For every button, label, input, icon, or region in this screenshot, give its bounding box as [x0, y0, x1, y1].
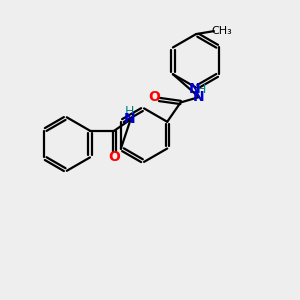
Text: O: O	[148, 90, 160, 104]
Text: N: N	[123, 112, 135, 126]
Text: H: H	[124, 106, 134, 118]
Text: H: H	[197, 83, 206, 96]
Text: N: N	[189, 82, 200, 96]
Text: N: N	[193, 90, 205, 104]
Text: O: O	[108, 150, 120, 164]
Text: CH₃: CH₃	[212, 26, 232, 36]
